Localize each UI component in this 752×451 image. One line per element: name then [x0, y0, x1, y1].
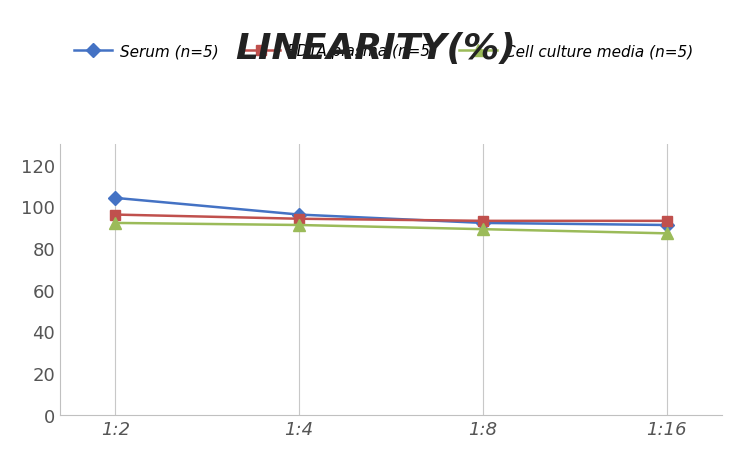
EDTA plasma (n=5): [111, 212, 120, 218]
Serum (n=5): [663, 223, 672, 228]
Cell culture media (n=5): [111, 221, 120, 226]
EDTA plasma (n=5): [663, 219, 672, 224]
Line: Serum (n=5): Serum (n=5): [111, 193, 672, 230]
Serum (n=5): [111, 196, 120, 201]
Cell culture media (n=5): [295, 223, 304, 228]
Cell culture media (n=5): [478, 227, 487, 232]
Legend: Serum (n=5), EDTA plasma (n=5), Cell culture media (n=5): Serum (n=5), EDTA plasma (n=5), Cell cul…: [68, 38, 699, 65]
Serum (n=5): [478, 221, 487, 226]
Cell culture media (n=5): [663, 231, 672, 236]
Serum (n=5): [295, 212, 304, 218]
EDTA plasma (n=5): [478, 219, 487, 224]
Line: EDTA plasma (n=5): EDTA plasma (n=5): [111, 210, 672, 226]
Text: LINEARITY(%): LINEARITY(%): [235, 32, 517, 65]
EDTA plasma (n=5): [295, 216, 304, 222]
Line: Cell culture media (n=5): Cell culture media (n=5): [110, 218, 672, 239]
